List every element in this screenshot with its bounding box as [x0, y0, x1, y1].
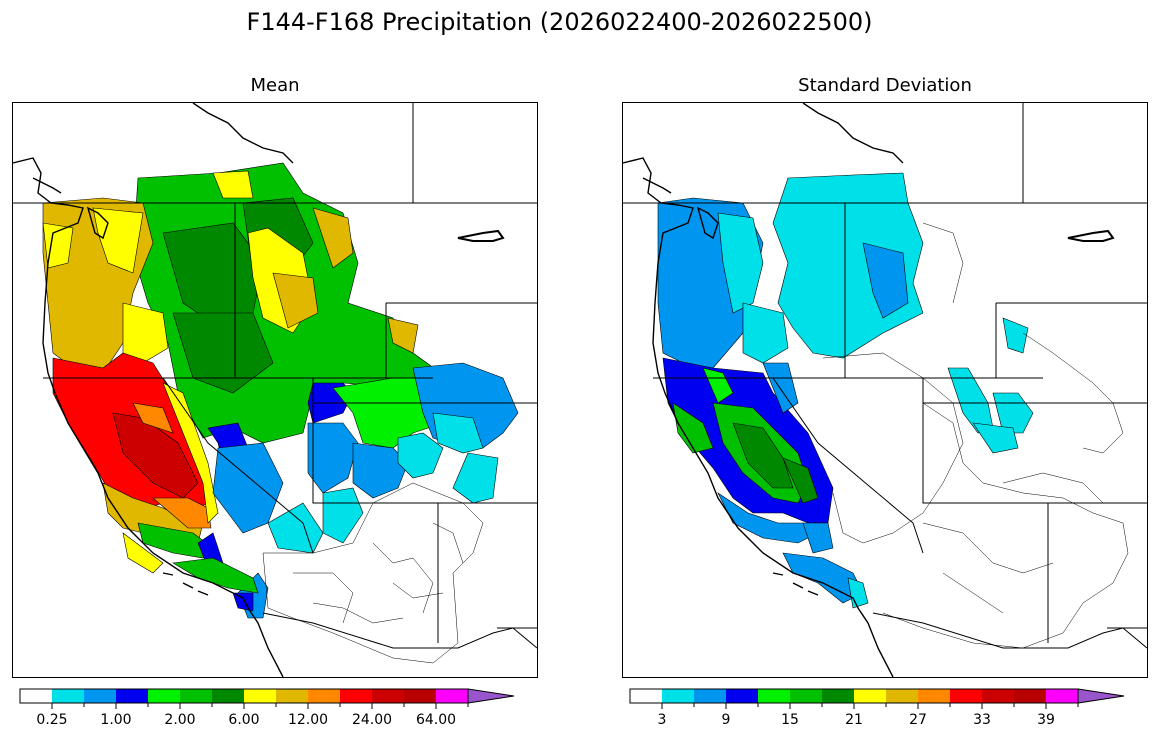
colorbar-segment — [340, 689, 372, 703]
stddev-coastline — [623, 103, 1115, 677]
mean-basin-fills — [42, 162, 519, 619]
colorbar-segment — [52, 689, 84, 703]
stddev-map — [622, 102, 1148, 678]
mean-state-borders — [13, 103, 537, 649]
colorbar-segment — [212, 689, 244, 703]
stddev-basin-fills — [657, 172, 1034, 609]
colorbar-segment — [790, 689, 822, 703]
colorbar-tick-label: 27 — [909, 712, 927, 728]
colorbar-segment — [726, 689, 758, 703]
colorbar-tick-label: 6.00 — [228, 712, 260, 728]
mean-colorbar-svg — [19, 688, 515, 709]
colorbar-segment — [950, 689, 982, 703]
colorbar-segment — [822, 689, 854, 703]
colorbar-segment — [630, 689, 662, 703]
colorbar-tick-label: 39 — [1037, 712, 1055, 728]
colorbar-segment — [854, 689, 886, 703]
stddev-state-borders — [623, 103, 1147, 649]
mean-coastline — [13, 103, 505, 677]
stddev-colorbar-svg — [629, 688, 1125, 709]
mean-dry-region — [262, 482, 484, 664]
colorbar-segment — [116, 689, 148, 703]
colorbar-tick-label: 15 — [781, 712, 799, 728]
colorbar-segment — [276, 689, 308, 703]
colorbar-segment — [308, 689, 340, 703]
figure-title: F144-F168 Precipitation (2026022400-2026… — [246, 8, 873, 36]
colorbar-segment — [918, 689, 950, 703]
colorbar-tick-label: 3 — [657, 712, 667, 728]
colorbar-tick-label: 0.25 — [36, 712, 68, 728]
mean-panel-title: Mean — [250, 75, 300, 96]
colorbar-tick-label: 24.00 — [351, 712, 393, 728]
stddev-panel-title: Standard Deviation — [798, 75, 972, 96]
colorbar-segment — [758, 689, 790, 703]
colorbar-segment — [372, 689, 404, 703]
colorbar-segment — [982, 689, 1014, 703]
colorbar-segment — [404, 689, 436, 703]
colorbar-segment — [886, 689, 918, 703]
colorbar-segment — [244, 689, 276, 703]
colorbar-tick-label: 9 — [721, 712, 731, 728]
colorbar-segment — [148, 689, 180, 703]
stddev-map-svg — [623, 103, 1147, 677]
colorbar-extend-arrow — [467, 688, 515, 704]
colorbar-segment — [20, 689, 52, 703]
mean-colorbar — [19, 688, 530, 709]
mean-map-svg — [13, 103, 537, 677]
colorbar-segment — [180, 689, 212, 703]
colorbar-tick-label: 21 — [845, 712, 863, 728]
colorbar-segment — [1046, 689, 1078, 703]
mean-map — [12, 102, 538, 678]
colorbar-segment — [694, 689, 726, 703]
colorbar-segment — [1014, 689, 1046, 703]
stddev-colorbar — [629, 688, 1140, 709]
colorbar-segment — [436, 689, 468, 703]
colorbar-tick-label: 1.00 — [100, 712, 132, 728]
colorbar-tick-label: 2.00 — [164, 712, 196, 728]
colorbar-segment — [662, 689, 694, 703]
colorbar-tick-label: 12.00 — [287, 712, 329, 728]
colorbar-extend-arrow — [1077, 688, 1125, 704]
colorbar-tick-label: 33 — [973, 712, 991, 728]
colorbar-tick-label: 64.00 — [415, 712, 457, 728]
colorbar-segment — [84, 689, 116, 703]
